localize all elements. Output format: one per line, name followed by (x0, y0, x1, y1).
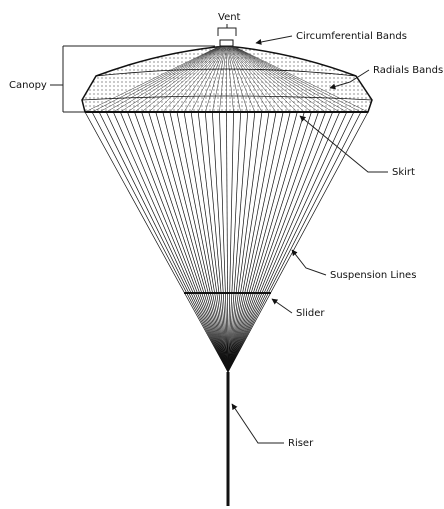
line (228, 112, 276, 372)
label: Radials Bands (373, 65, 443, 76)
label: Riser (288, 438, 314, 449)
line (228, 112, 290, 372)
leader (272, 299, 292, 313)
parachute-diagram: Vent Circumferential Bands Canopy Radial… (0, 0, 444, 509)
line (228, 112, 347, 372)
line (85, 112, 228, 372)
label: Suspension Lines (330, 270, 416, 281)
line (120, 112, 228, 372)
line (184, 112, 228, 372)
line (228, 112, 333, 372)
line (228, 112, 326, 372)
label: Vent (218, 12, 241, 23)
label: Slider (296, 308, 325, 319)
canopy-shape (82, 46, 372, 112)
line (228, 112, 354, 372)
line (113, 112, 228, 372)
leader (292, 250, 326, 275)
line (163, 112, 228, 372)
leader (256, 36, 292, 43)
label: Circumferential Bands (296, 31, 407, 42)
line (149, 112, 228, 372)
suspension-lines-drawing (85, 112, 368, 372)
line (156, 112, 228, 372)
line (170, 112, 228, 372)
leader (232, 404, 284, 443)
vent (220, 40, 233, 46)
label: Canopy (9, 80, 47, 91)
line (135, 112, 228, 372)
line (228, 112, 283, 372)
line (92, 112, 228, 372)
vent-bracket (218, 24, 236, 36)
line (228, 112, 311, 372)
line (228, 112, 361, 372)
label: Skirt (392, 167, 415, 178)
line (228, 112, 304, 372)
line (228, 112, 368, 372)
